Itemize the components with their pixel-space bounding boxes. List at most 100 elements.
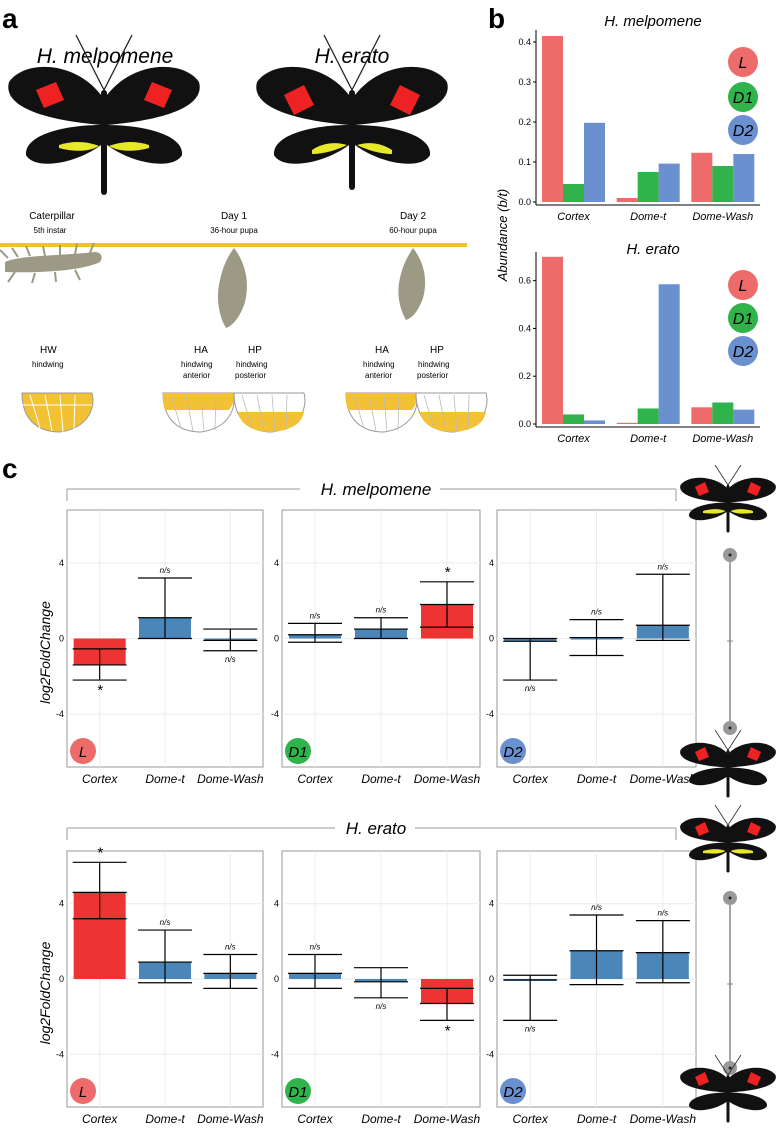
panel-c-xlabel-1-2-0: Cortex	[512, 1112, 548, 1126]
panel-c-tick-1-1-1: 0	[274, 974, 279, 984]
panel-c-xlabel-1-1-0: Cortex	[297, 1112, 333, 1126]
panel-b-title-0: H. melpomene	[604, 13, 702, 30]
panel-b-bar-1-D2-0	[584, 420, 605, 424]
panel-b-xlabel-1-2: Dome-Wash	[692, 433, 753, 445]
panel-c-tick-1-0-0: 4	[59, 899, 64, 909]
panel-c-badge-label-0-0: L	[79, 744, 87, 761]
panel-c-tick-1-0-2: -4	[56, 1049, 64, 1059]
panel-c-xlabel-0-0-2: Dome-Wash	[197, 772, 264, 786]
mini-butterfly-icon-2	[680, 804, 776, 873]
panel-c-badge-label-0-2: D2	[503, 744, 523, 761]
panel-b-bar-1-L-1	[616, 422, 638, 424]
panel-c-xlabel-1-2-2: Dome-Wash	[630, 1112, 697, 1126]
panel-b-ticklabel-0-4: 0.4	[518, 37, 531, 47]
panel-b-bar-1-D1-0	[563, 414, 584, 424]
panel-b-bar-1-L-2	[691, 407, 713, 424]
panel-b-bar-1-D2-1	[658, 284, 680, 424]
mini-butterfly-icon-3	[680, 1054, 776, 1123]
stage-1-name: Day 1	[221, 211, 248, 222]
legend-circle-1-D1	[728, 303, 758, 333]
panel-label-b: b	[488, 3, 505, 34]
panel-c-sig-1-2-2: n/s	[657, 909, 668, 918]
panel-c-sig-0-2-1: n/s	[591, 608, 602, 617]
panel-c-xlabel-0-2-0: Cortex	[512, 772, 548, 786]
wing-3-line1: hindwing	[363, 360, 395, 369]
pupa-day2-icon	[398, 248, 426, 320]
panel-c-species-0: H. melpomene	[321, 480, 432, 499]
panel-c-tick-0-1-2: -4	[271, 709, 279, 719]
panel-c-tick-0-1-1: 0	[274, 634, 279, 644]
panel-c-tick-0-0-1: 0	[59, 634, 64, 644]
wing-4-line2: posterior	[417, 371, 448, 380]
panel-c-species-1: H. erato	[346, 819, 406, 838]
panel-c-tick-0-0-2: -4	[56, 709, 64, 719]
panel-b-ticklabel-0-3: 0.3	[518, 77, 531, 87]
panel-label-a: a	[2, 3, 18, 34]
panel-c-badge-label-1-1: D1	[288, 1084, 307, 1101]
panel-b-charts: H. melpomene 0.0 0.1 0.2 0.3 0.4 Cortex Dome-t D…	[518, 13, 760, 445]
panel-c-badge-label-0-1: D1	[288, 744, 307, 761]
stage-2-name: Day 2	[400, 211, 427, 222]
panel-b-xlabel-1-1: Dome-t	[630, 433, 667, 445]
wing-1-line2: anterior	[183, 371, 210, 380]
wing-2-line2: posterior	[235, 371, 266, 380]
panel-c-tick-1-2-1: 0	[489, 974, 494, 984]
legend-label-0-D2: D2	[733, 123, 754, 140]
panel-b-xlabel-0-0: Cortex	[557, 211, 590, 223]
panel-b-bar-0-D2-1	[658, 163, 680, 202]
panel-c-badge-1-0	[70, 1078, 96, 1104]
panel-c-xlabel-0-1-0: Cortex	[297, 772, 333, 786]
wing-4-line1: hindwing	[418, 360, 450, 369]
panel-b-bar-1-D1-2	[712, 402, 734, 424]
panel-c-sig-1-1-0: n/s	[310, 943, 321, 952]
panel-c-sig-0-1-0: n/s	[310, 611, 321, 620]
panel-b-bar-1-L-0	[542, 256, 563, 424]
hindwing-hp-day1-icon	[233, 392, 306, 433]
panel-c-sig-1-2-0: n/s	[525, 1024, 536, 1033]
panel-b-bar-0-D2-0	[584, 122, 605, 202]
wing-2-code: HP	[248, 345, 262, 356]
wing-1-line1: hindwing	[181, 360, 213, 369]
panel-c-badge-0-1	[285, 738, 311, 764]
mini-butterfly-icon-1	[680, 729, 776, 798]
panel-b-ticklabel-1-1: 0.2	[518, 371, 531, 381]
panel-c-sig-0-2-0: n/s	[525, 684, 536, 693]
panel-c-xlabel-0-1-1: Dome-t	[361, 772, 401, 786]
panel-c-xlabel-1-1-1: Dome-t	[361, 1112, 401, 1126]
mini-butterfly-icon-0	[680, 464, 776, 533]
panel-c-tick-0-0-0: 4	[59, 558, 64, 568]
legend-label-0-D1: D1	[733, 90, 753, 107]
panel-c-sig-0-1-2: *	[444, 564, 451, 581]
wing-1-code: HA	[194, 345, 208, 356]
panel-c-badge-1-2	[500, 1078, 526, 1104]
panel-c-xlabel-0-1-2: Dome-Wash	[414, 772, 481, 786]
hindwing-ha-day2-icon	[345, 392, 418, 433]
panel-c-xlabel-0-2-1: Dome-t	[577, 772, 617, 786]
panel-c-xlabel-0-0-1: Dome-t	[145, 772, 185, 786]
panel-b-bar-0-D1-1	[637, 172, 659, 202]
panel-c-ylabel-1: log2FoldChange	[37, 941, 53, 1044]
wing-3-line2: anterior	[365, 371, 392, 380]
panel-c-badge-1-1	[285, 1078, 311, 1104]
species-title-erato: H. erato	[315, 45, 390, 68]
panel-b-ticklabel-1-3: 0.6	[518, 276, 531, 286]
legend-circle-0-L	[728, 47, 758, 77]
panel-c-tick-1-1-0: 4	[274, 899, 279, 909]
panel-b-bar-0-L-0	[542, 36, 563, 202]
caterpillar-icon	[0, 242, 102, 284]
stage-0-name: Caterpillar	[29, 211, 75, 222]
hindwing-hw-icon	[21, 392, 94, 433]
panel-b-bar-0-D1-2	[712, 166, 734, 202]
panel-b-ticklabel-1-2: 0.4	[518, 323, 531, 333]
panel-label-c: c	[2, 453, 18, 484]
panel-c-charts: H. melpomene log2FoldChange 4 0 -4 * Cortex n/s…	[37, 480, 697, 1126]
mini-butterflies	[680, 464, 776, 1123]
panel-c-ylabel-0: log2FoldChange	[37, 601, 53, 704]
stage-0-detail: 5th instar	[34, 226, 67, 235]
panel-c-tick-1-0-1: 0	[59, 974, 64, 984]
panel-c-tick-1-1-2: -4	[271, 1049, 279, 1059]
panel-c-tick-0-2-0: 4	[489, 558, 494, 568]
panel-c-sig-0-2-2: n/s	[657, 562, 668, 571]
panel-c-tick-1-2-0: 4	[489, 899, 494, 909]
